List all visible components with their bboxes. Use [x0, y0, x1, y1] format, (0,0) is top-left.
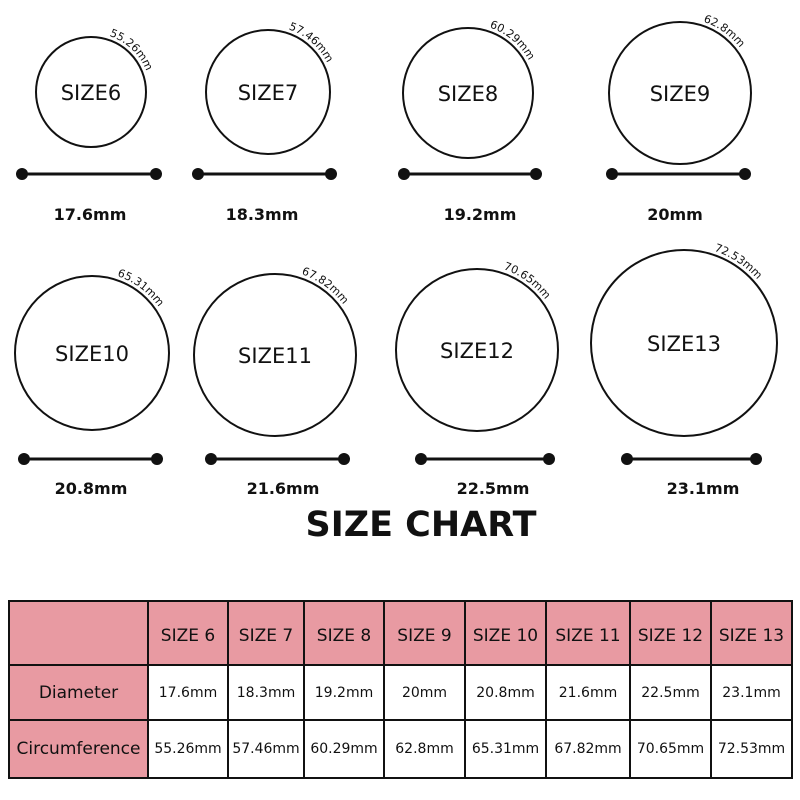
circumference-text: 72.53mm: [713, 241, 765, 281]
ring-diagrams: SIZE655.26mm17.6mmSIZE757.46mm18.3mmSIZE…: [14, 12, 778, 498]
diameter-label: 19.2mm: [444, 205, 517, 224]
row-label: Circumference: [8, 719, 149, 779]
table-cell: 21.6mm: [545, 664, 631, 721]
ring-size8: SIZE8 60.29mm 19.2mm: [398, 18, 542, 224]
table-cell: 19.2mm: [303, 664, 385, 721]
diameter-endpoint-dot: [606, 168, 618, 180]
ring-size-label: SIZE9: [650, 82, 711, 106]
table-cell: 70.65mm: [629, 719, 712, 779]
diameter-endpoint-dot: [338, 453, 350, 465]
circumference-label: 70.65mm: [502, 260, 553, 302]
ring-size-label: SIZE6: [61, 81, 122, 105]
table-cell: 62.8mm: [383, 719, 466, 779]
circumference-label: 65.31mm: [116, 267, 167, 309]
ring-size9: SIZE9 62.8mm 20mm: [606, 12, 752, 224]
diameter-label: 20.8mm: [55, 479, 128, 498]
diameter-label: 20mm: [647, 205, 703, 224]
table-cell: 20mm: [383, 664, 466, 721]
table-cell: 17.6mm: [147, 664, 229, 721]
table-cell: 55.26mm: [147, 719, 229, 779]
circumference-text: 67.82mm: [300, 265, 351, 307]
header-cell: SIZE 9: [383, 600, 466, 666]
ring-size13: SIZE13 72.53mm 23.1mm: [590, 241, 778, 498]
ring-circle: [395, 268, 559, 432]
circumference-label: 60.29mm: [488, 18, 537, 62]
ring-circle: [402, 27, 534, 159]
diameter-endpoint-dot: [16, 168, 28, 180]
header-cell: SIZE 6: [147, 600, 229, 666]
header-cell: [8, 600, 149, 666]
diameter-label: 23.1mm: [667, 479, 740, 498]
diameter-endpoint-dot: [530, 168, 542, 180]
ring-circle: [590, 249, 778, 437]
circumference-label: 67.82mm: [300, 265, 351, 307]
table-header-row: SIZE 6 SIZE 7 SIZE 8 SIZE 9 SIZE 10 SIZE…: [8, 600, 793, 666]
circumference-text: 55.26mm: [108, 26, 155, 72]
diameter-label: 21.6mm: [247, 479, 320, 498]
diameter-endpoint-dot: [325, 168, 337, 180]
diameter-endpoint-dot: [750, 453, 762, 465]
circumference-label: 57.46mm: [287, 20, 336, 65]
ring-size11: SIZE11 67.82mm 21.6mm: [193, 265, 357, 498]
header-cell: SIZE 7: [227, 600, 305, 666]
diameter-endpoint-dot: [192, 168, 204, 180]
ring-size-label: SIZE10: [55, 342, 129, 366]
ring-size10: SIZE10 65.31mm 20.8mm: [14, 267, 170, 498]
table-cell: 72.53mm: [710, 719, 793, 779]
ring-size-label: SIZE7: [238, 81, 299, 105]
table-row-circumference: Circumference 55.26mm 57.46mm 60.29mm 62…: [8, 719, 793, 779]
row-label: Diameter: [8, 664, 149, 721]
chart-title: SIZE CHART: [305, 505, 537, 545]
table-cell: 18.3mm: [227, 664, 305, 721]
table-cell: 67.82mm: [545, 719, 631, 779]
table-cell: 57.46mm: [227, 719, 305, 779]
ring-size-label: SIZE13: [647, 332, 721, 356]
table-cell: 22.5mm: [629, 664, 712, 721]
diameter-endpoint-dot: [18, 453, 30, 465]
ring-size-label: SIZE12: [440, 339, 514, 363]
table-row-diameter: Diameter 17.6mm 18.3mm 19.2mm 20mm 20.8m…: [8, 664, 793, 721]
diameter-label: 17.6mm: [54, 205, 127, 224]
circumference-text: 70.65mm: [502, 260, 553, 302]
circumference-text: 60.29mm: [488, 18, 537, 62]
table-cell: 20.8mm: [464, 664, 547, 721]
ring-size-label: SIZE11: [238, 344, 312, 368]
diameter-endpoint-dot: [150, 168, 162, 180]
circumference-text: 57.46mm: [287, 20, 336, 65]
table-cell: 65.31mm: [464, 719, 547, 779]
header-cell: SIZE 13: [710, 600, 793, 666]
diameter-endpoint-dot: [621, 453, 633, 465]
diameter-label: 22.5mm: [457, 479, 530, 498]
ring-size6: SIZE6 55.26mm 17.6mm: [16, 26, 162, 224]
diameter-label: 18.3mm: [226, 205, 299, 224]
header-cell: SIZE 11: [545, 600, 631, 666]
circumference-text: 65.31mm: [116, 267, 167, 309]
diameter-endpoint-dot: [151, 453, 163, 465]
circumference-label: 62.8mm: [702, 12, 748, 50]
ring-circle: [205, 29, 331, 155]
size-table: SIZE 6 SIZE 7 SIZE 8 SIZE 9 SIZE 10 SIZE…: [8, 600, 793, 779]
ring-size12: SIZE12 70.65mm 22.5mm: [395, 260, 559, 498]
diameter-endpoint-dot: [415, 453, 427, 465]
diameter-endpoint-dot: [205, 453, 217, 465]
diameter-endpoint-dot: [739, 168, 751, 180]
circumference-label: 55.26mm: [108, 26, 155, 72]
ring-size-label: SIZE8: [438, 82, 499, 106]
header-cell: SIZE 12: [629, 600, 712, 666]
header-cell: SIZE 10: [464, 600, 547, 666]
diameter-endpoint-dot: [398, 168, 410, 180]
circumference-text: 62.8mm: [702, 12, 748, 50]
ring-size7: SIZE7 57.46mm 18.3mm: [192, 20, 337, 224]
ring-circle: [35, 36, 147, 148]
ring-circle: [14, 275, 170, 431]
diameter-endpoint-dot: [543, 453, 555, 465]
ring-circle: [608, 21, 752, 165]
header-cell: SIZE 8: [303, 600, 385, 666]
table-cell: 23.1mm: [710, 664, 793, 721]
ring-circle: [193, 273, 357, 437]
circumference-label: 72.53mm: [713, 241, 765, 281]
table-cell: 60.29mm: [303, 719, 385, 779]
